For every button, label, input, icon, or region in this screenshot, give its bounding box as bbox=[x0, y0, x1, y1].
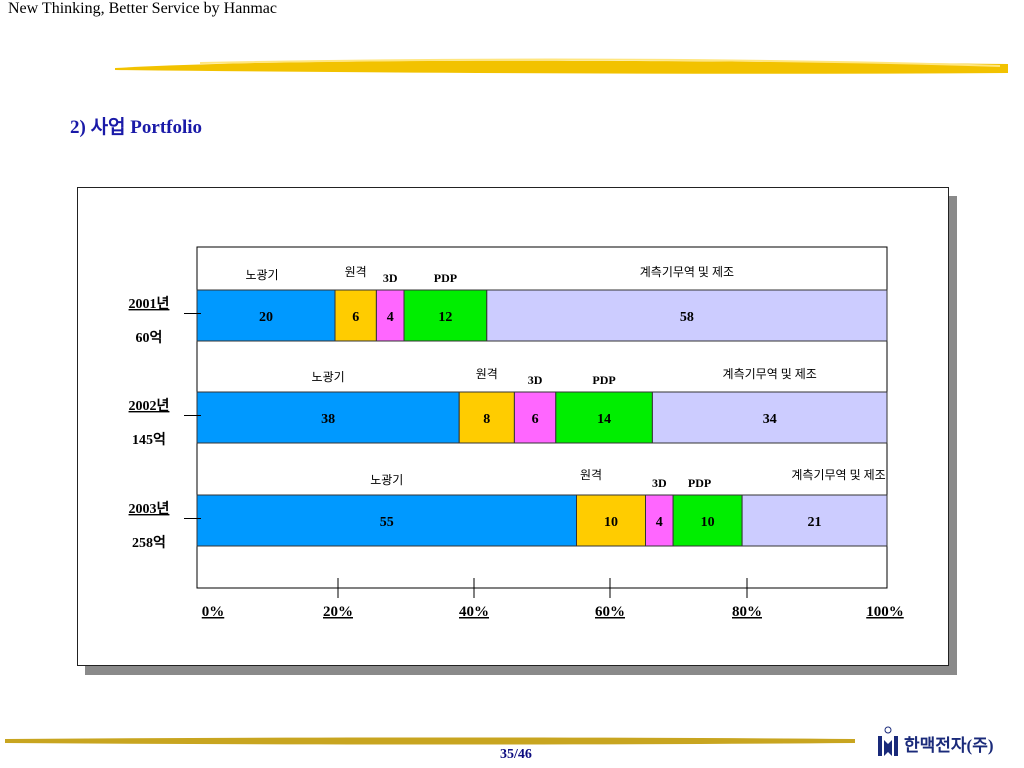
segment-name-label: 원격 bbox=[580, 468, 602, 482]
header-decor-line bbox=[115, 58, 1008, 74]
row-total-label: 60억 bbox=[136, 330, 163, 346]
segment-name-label: 3D bbox=[383, 271, 398, 285]
bar-segment bbox=[375, 289, 405, 342]
logo-mark: HM bbox=[888, 760, 890, 762]
bar-segment bbox=[196, 494, 577, 547]
segment-name-label: PDP bbox=[434, 271, 457, 285]
page-title: 2) 사업 Portfolio bbox=[70, 117, 203, 138]
segment-value-label: 6 bbox=[352, 310, 359, 325]
row-year-label: 2002년 bbox=[129, 398, 170, 414]
bar-segment bbox=[555, 391, 653, 444]
header-tagline: New Thinking, Better Service by Hanmac bbox=[8, 0, 277, 17]
segment-value-label: 58 bbox=[680, 310, 694, 325]
segment-name-label: 계측기무역 및 제조 bbox=[640, 265, 734, 279]
segment-name-label: 노광기 bbox=[312, 370, 345, 384]
bar-segment bbox=[196, 289, 336, 342]
bar-segment bbox=[196, 391, 460, 444]
company-name: 한맥전자(주) bbox=[904, 736, 994, 755]
segment-name-label: 계측기무역 및 제조 bbox=[791, 468, 885, 482]
segment-value-label: 14 bbox=[597, 412, 611, 427]
segment-name-label: 노광기 bbox=[370, 473, 403, 487]
x-tick-label: 20% bbox=[323, 604, 353, 620]
x-tick-label: 80% bbox=[732, 604, 762, 620]
bar-segment bbox=[645, 494, 674, 547]
segment-value-label: 12 bbox=[438, 310, 452, 325]
segment-name-label: 계측기무역 및 제조 bbox=[723, 367, 817, 381]
bar-segment bbox=[513, 391, 557, 444]
segment-name-label: 노광기 bbox=[245, 268, 278, 282]
row-year-label: 2003년 bbox=[129, 501, 170, 517]
row-year-label: 2001년 bbox=[129, 296, 170, 312]
segment-value-label: 20 bbox=[259, 310, 273, 325]
segment-name-label: PDP bbox=[592, 373, 615, 387]
company-logo: HM 한맥전자(주) bbox=[872, 722, 1018, 762]
x-tick-label: 60% bbox=[595, 604, 625, 620]
segment-value-label: 4 bbox=[656, 515, 663, 530]
page-number: 35/46 bbox=[500, 747, 532, 762]
segment-value-label: 10 bbox=[701, 515, 715, 530]
bar-segment bbox=[334, 289, 377, 342]
segment-value-label: 8 bbox=[483, 412, 490, 427]
row-total-label: 145억 bbox=[132, 432, 166, 448]
bar-segment bbox=[651, 391, 888, 444]
bar-segment bbox=[576, 494, 646, 547]
segment-value-label: 21 bbox=[808, 515, 822, 530]
segment-name-label: 원격 bbox=[476, 367, 498, 381]
segment-value-label: 6 bbox=[532, 412, 539, 427]
segment-value-label: 10 bbox=[604, 515, 618, 530]
segment-value-label: 55 bbox=[380, 515, 394, 530]
bar-segment bbox=[403, 289, 488, 342]
footer-decor-line bbox=[5, 737, 855, 745]
segment-name-label: 원격 bbox=[345, 265, 367, 279]
bar-segment bbox=[672, 494, 743, 547]
segment-value-label: 4 bbox=[387, 310, 394, 325]
segment-value-label: 34 bbox=[763, 412, 777, 427]
bar-segment bbox=[741, 494, 888, 547]
segment-name-label: 3D bbox=[652, 476, 667, 490]
x-tick-label: 100% bbox=[866, 604, 904, 620]
segment-name-label: 3D bbox=[528, 373, 543, 387]
segment-value-label: 38 bbox=[321, 412, 335, 427]
x-tick-label: 40% bbox=[459, 604, 489, 620]
row-total-label: 258억 bbox=[132, 535, 166, 551]
portfolio-chart: 20 노광기 6 원격 4 3D 12 PDP 58 계측기무역 및 제조 2001년 60억 38 노광… bbox=[129, 246, 904, 620]
segment-name-label: PDP bbox=[688, 476, 711, 490]
bar-segment bbox=[486, 289, 888, 342]
x-tick-label: 0% bbox=[202, 604, 225, 620]
bar-segment bbox=[458, 391, 515, 444]
